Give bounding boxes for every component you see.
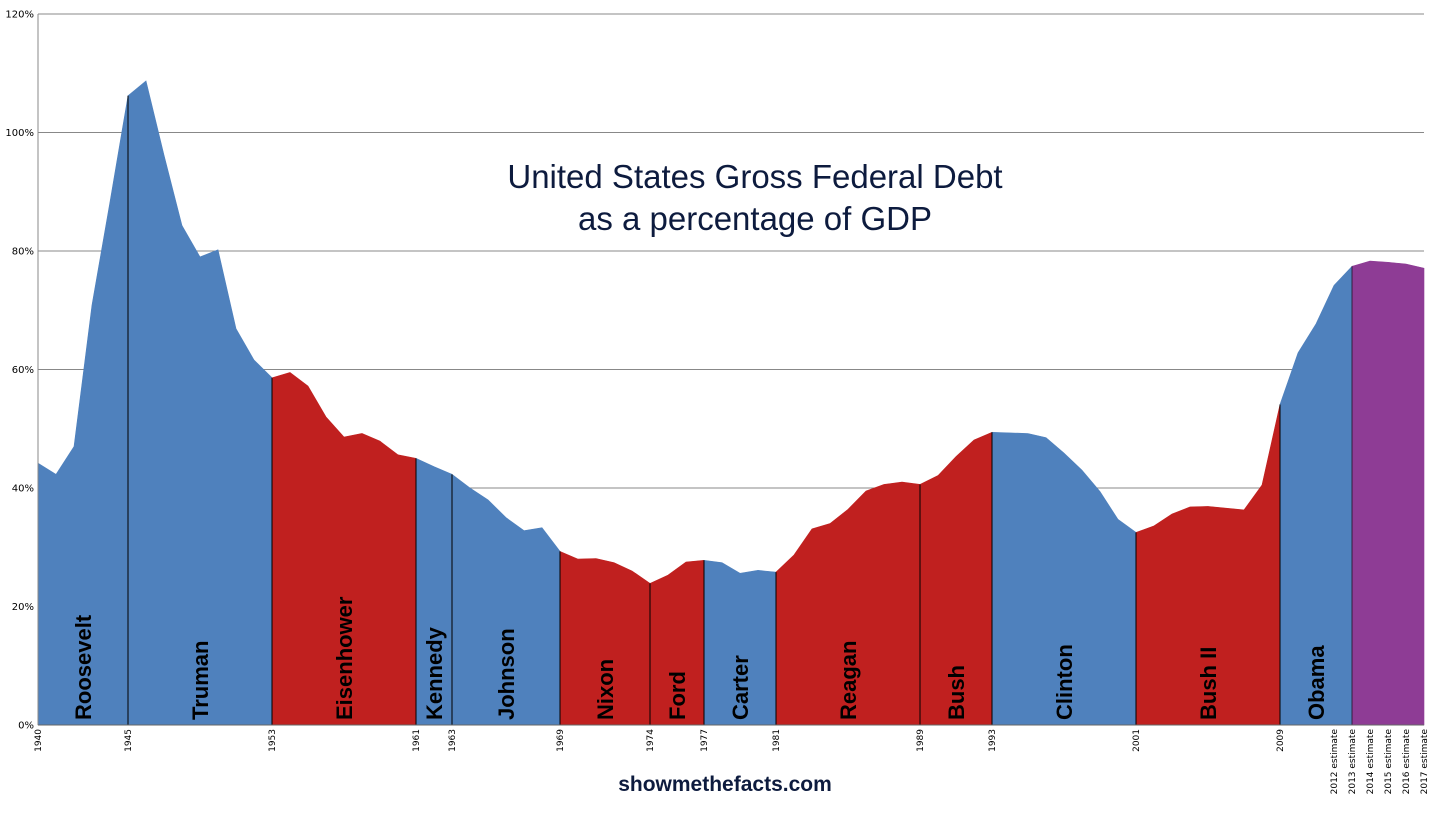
president-labels: Roosevelt Truman Eisenhower Kennedy Johnson N…: [71, 596, 1329, 720]
y-tick-label: 0%: [18, 721, 34, 732]
x-tick-label: 1993: [988, 729, 998, 752]
y-tick-label: 60%: [12, 365, 34, 376]
area-estimate: [1351, 260, 1425, 726]
president-label: Obama: [1304, 645, 1329, 720]
x-tick-label: 2012 estimate: [1330, 729, 1340, 795]
x-tick-label: 1963: [448, 729, 458, 752]
area-truman: [127, 80, 273, 726]
president-label: Nixon: [593, 659, 618, 720]
axes: [37, 14, 1424, 726]
president-areas: [37, 80, 1425, 726]
x-tick-label: 2017 estimate: [1420, 729, 1430, 795]
x-tick-label: 2015 estimate: [1384, 729, 1394, 795]
x-tick-label: 1945: [124, 729, 134, 752]
chart-subtitle: as a percentage of GDP: [578, 200, 932, 237]
term-dividers: [127, 95, 1353, 725]
president-label: Ford: [665, 671, 690, 720]
chart-title: United States Gross Federal Debt: [507, 158, 1002, 195]
y-tick-label: 100%: [5, 128, 34, 139]
x-tick-label: 1940: [34, 729, 44, 752]
president-label: Truman: [188, 641, 213, 720]
source-label: showmethefacts.com: [618, 773, 832, 796]
president-label: Eisenhower: [332, 596, 357, 720]
x-tick-label: 1961: [412, 729, 422, 752]
x-tick-labels: 1940 1945 1953 1961 1963 1969 1974 1977 1981 1989…: [34, 729, 1430, 795]
x-tick-label: 1969: [556, 729, 566, 752]
x-tick-label: 2013 estimate: [1348, 729, 1358, 795]
president-label: Roosevelt: [71, 614, 96, 720]
y-tick-label: 80%: [12, 247, 34, 258]
x-tick-label: 1981: [772, 729, 782, 752]
y-tick-label: 40%: [12, 484, 34, 495]
y-tick-label: 120%: [5, 10, 34, 21]
x-tick-label: 1953: [268, 729, 278, 752]
president-label: Johnson: [494, 628, 519, 720]
president-label: Bush II: [1196, 647, 1221, 720]
president-label: Clinton: [1052, 644, 1077, 720]
president-label: Bush: [944, 665, 969, 720]
x-tick-label: 1989: [916, 729, 926, 752]
x-tick-label: 2001: [1132, 729, 1142, 752]
x-tick-label: 1974: [646, 729, 656, 752]
x-tick-label: 2014 estimate: [1366, 729, 1376, 795]
x-tick-label: 1977: [700, 729, 710, 752]
president-label: Reagan: [836, 641, 861, 720]
y-tick-labels: 0% 20% 40% 60% 80% 100% 120%: [5, 10, 34, 732]
president-label: Kennedy: [422, 626, 447, 720]
x-tick-label: 2016 estimate: [1402, 729, 1412, 795]
y-tick-label: 20%: [12, 602, 34, 613]
president-label: Carter: [728, 655, 753, 720]
x-tick-label: 2009: [1276, 729, 1286, 752]
